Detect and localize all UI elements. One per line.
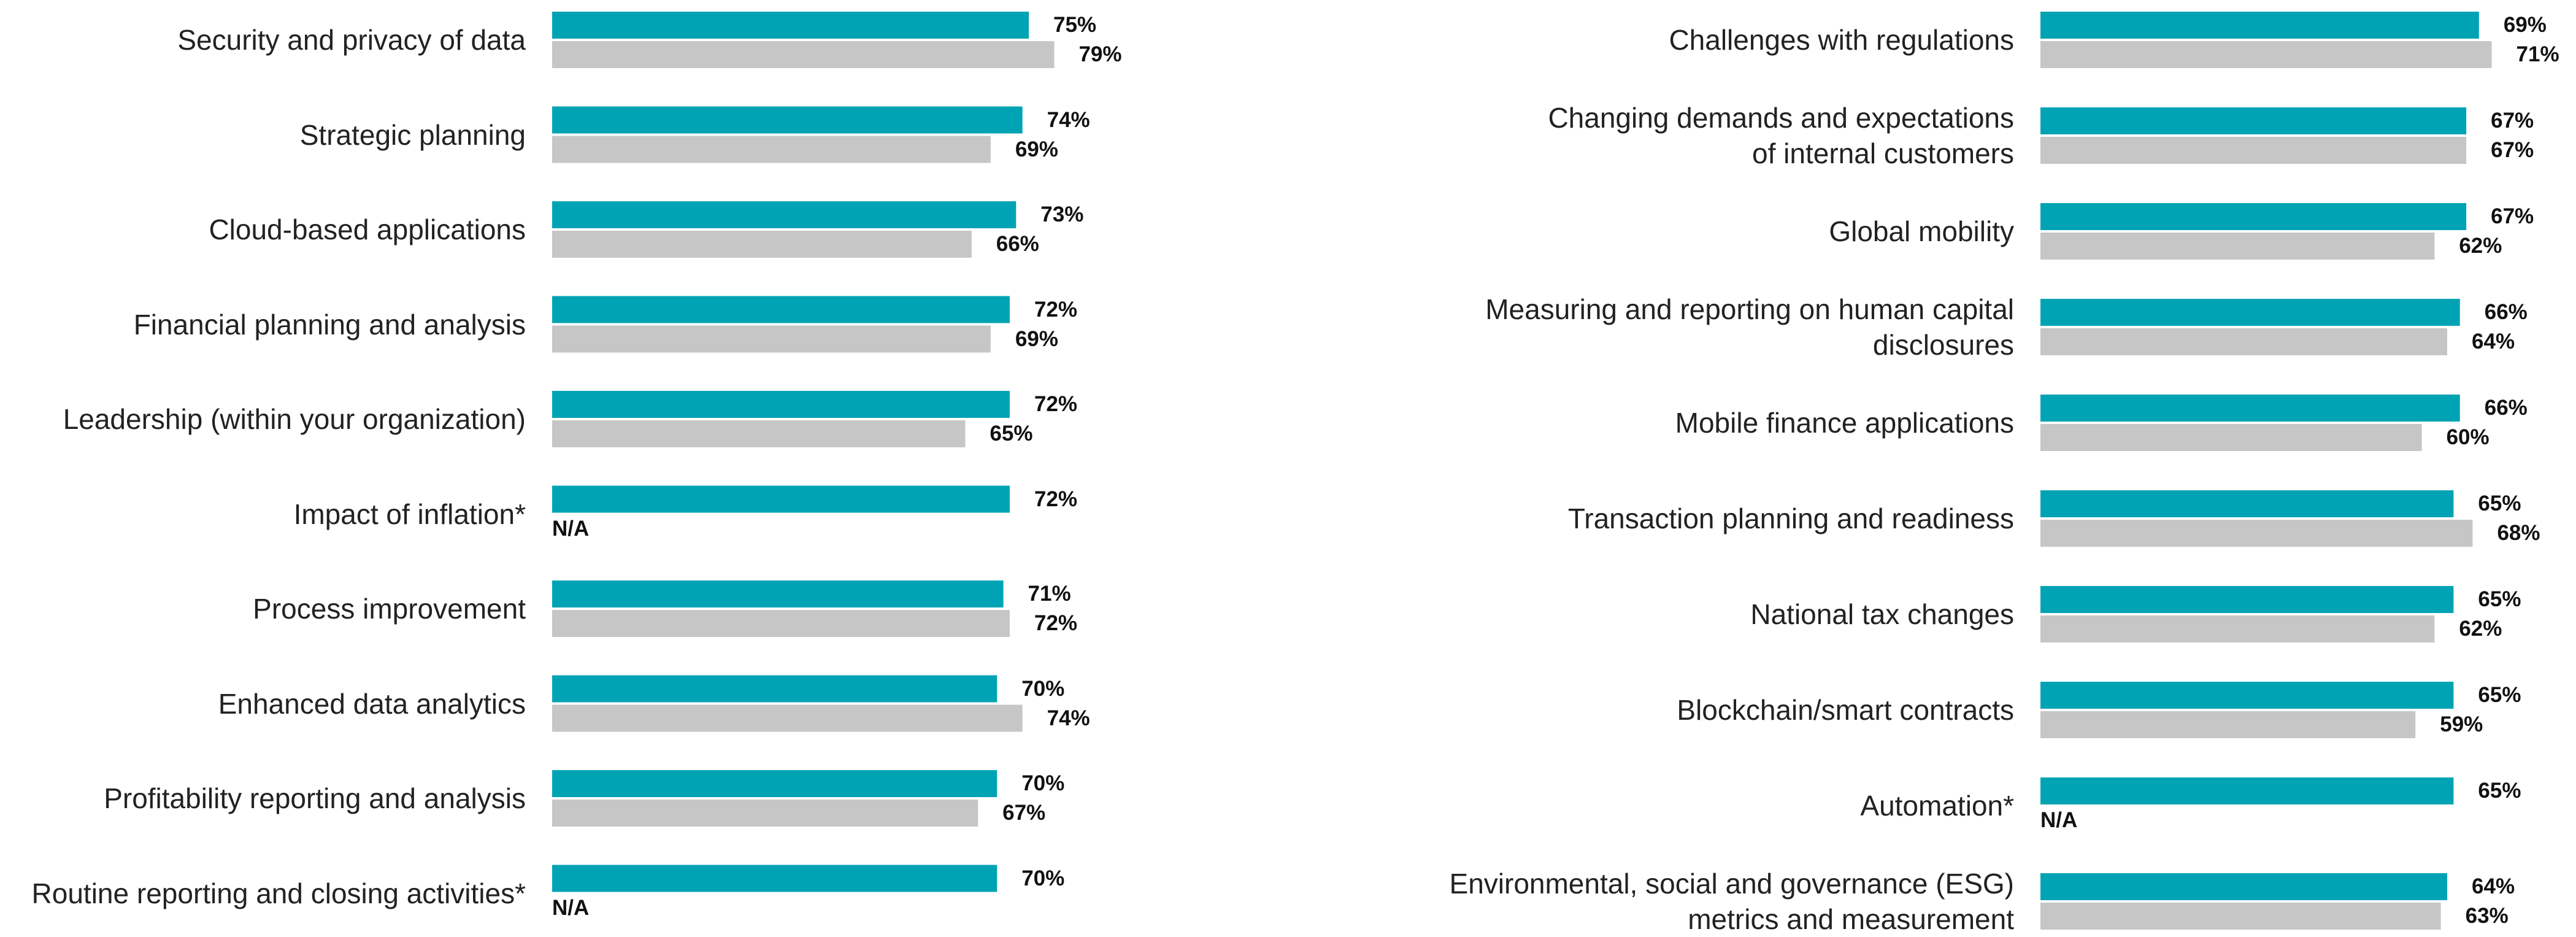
category-label: Security and privacy of data <box>177 24 526 56</box>
bar <box>552 41 1055 68</box>
bar <box>552 136 991 163</box>
category-label: Financial planning and analysis <box>133 308 526 341</box>
bar <box>2040 137 2467 164</box>
value-label: 67% <box>1002 801 1046 825</box>
value-label: 75% <box>1053 13 1097 37</box>
value-label: 70% <box>1021 866 1065 890</box>
category-label: Blockchain/smart contracts <box>1677 694 2014 726</box>
value-label: 72% <box>1034 392 1077 416</box>
category-label: Strategic planning <box>299 118 526 151</box>
bar <box>552 391 1010 418</box>
bar <box>552 485 1010 513</box>
value-label: 69% <box>1015 326 1058 351</box>
bar <box>552 704 1023 732</box>
bar <box>552 420 966 447</box>
bar <box>552 296 1010 323</box>
bar <box>552 865 998 892</box>
category-label: Challenges with regulations <box>1669 24 2014 56</box>
bar <box>552 325 991 353</box>
bar <box>2040 203 2467 230</box>
value-label: 71% <box>2516 42 2559 66</box>
value-label: 66% <box>2484 300 2528 324</box>
bar <box>552 106 1023 134</box>
category-label: Measuring and reporting on human capital… <box>1485 293 2014 361</box>
bar <box>552 610 1010 637</box>
value-label: 69% <box>2503 13 2547 37</box>
value-label: N/A <box>552 895 590 920</box>
bar <box>2040 490 2454 517</box>
value-label: 67% <box>2491 138 2534 162</box>
value-label: 74% <box>1047 107 1090 132</box>
category-label: Changing demands and expectations of int… <box>1548 102 2014 169</box>
bar <box>2040 12 2479 39</box>
bar <box>2040 299 2460 326</box>
value-label: 72% <box>1034 487 1077 511</box>
category-label: Environmental, social and governance (ES… <box>1449 868 2014 935</box>
value-label: 67% <box>2491 204 2534 228</box>
value-label: 79% <box>1078 42 1122 66</box>
bar <box>2040 107 2467 134</box>
category-label: Transaction planning and readiness <box>1567 503 2014 534</box>
category-label: National tax changes <box>1750 598 2014 630</box>
bar <box>2040 711 2416 738</box>
value-label: 65% <box>2478 587 2521 611</box>
value-label: 72% <box>1034 611 1077 635</box>
bar <box>552 231 972 258</box>
value-label: 62% <box>2459 617 2502 641</box>
bar <box>552 770 998 797</box>
bar <box>2040 233 2435 260</box>
bar <box>2040 903 2441 930</box>
bar <box>552 675 998 703</box>
category-label: Leadership (within your organization) <box>63 403 526 435</box>
bar <box>2040 328 2448 355</box>
value-label: 73% <box>1040 202 1084 226</box>
value-label: 72% <box>1034 297 1077 322</box>
value-label: 74% <box>1047 706 1090 730</box>
bar <box>2040 520 2473 547</box>
category-label: Impact of inflation* <box>293 498 526 530</box>
bar <box>2040 615 2435 642</box>
value-label: 65% <box>2478 683 2521 707</box>
category-label: Mobile finance applications <box>1675 407 2014 439</box>
value-label: 60% <box>2446 425 2489 449</box>
bar <box>552 800 978 827</box>
category-label: Process improvement <box>253 593 526 625</box>
value-label: 62% <box>2459 234 2502 258</box>
value-label: 66% <box>996 232 1039 256</box>
value-label: 64% <box>2472 874 2515 898</box>
value-label: 66% <box>2484 396 2528 420</box>
bar <box>552 12 1029 39</box>
value-label: 59% <box>2440 712 2483 736</box>
bar <box>2040 41 2492 68</box>
value-label: 70% <box>1021 771 1065 795</box>
value-label: 71% <box>1028 582 1071 606</box>
value-label: 65% <box>2478 779 2521 803</box>
value-label: N/A <box>552 516 590 541</box>
bar <box>2040 777 2454 804</box>
category-label: Automation* <box>1860 790 2014 822</box>
category-label: Enhanced data analytics <box>218 687 526 720</box>
value-label: 69% <box>1015 137 1058 161</box>
value-label: 64% <box>2472 330 2515 353</box>
bar <box>2040 682 2454 709</box>
bar <box>2040 586 2454 613</box>
category-label: Routine reporting and closing activities… <box>31 877 526 909</box>
value-label: 63% <box>2465 904 2509 928</box>
value-label: 68% <box>2497 521 2540 545</box>
value-label: 65% <box>990 422 1033 445</box>
bar <box>2040 395 2460 422</box>
category-label: Global mobility <box>1829 215 2014 247</box>
category-label: Cloud-based applications <box>209 214 526 245</box>
value-label: N/A <box>2040 808 2078 832</box>
value-label: 70% <box>1021 676 1065 701</box>
bar <box>2040 424 2422 451</box>
bar <box>552 580 1004 607</box>
bar <box>2040 873 2448 900</box>
value-label: 65% <box>2478 492 2521 515</box>
bar <box>552 201 1017 228</box>
value-label: 67% <box>2491 109 2534 133</box>
category-label: Profitability reporting and analysis <box>104 782 526 814</box>
